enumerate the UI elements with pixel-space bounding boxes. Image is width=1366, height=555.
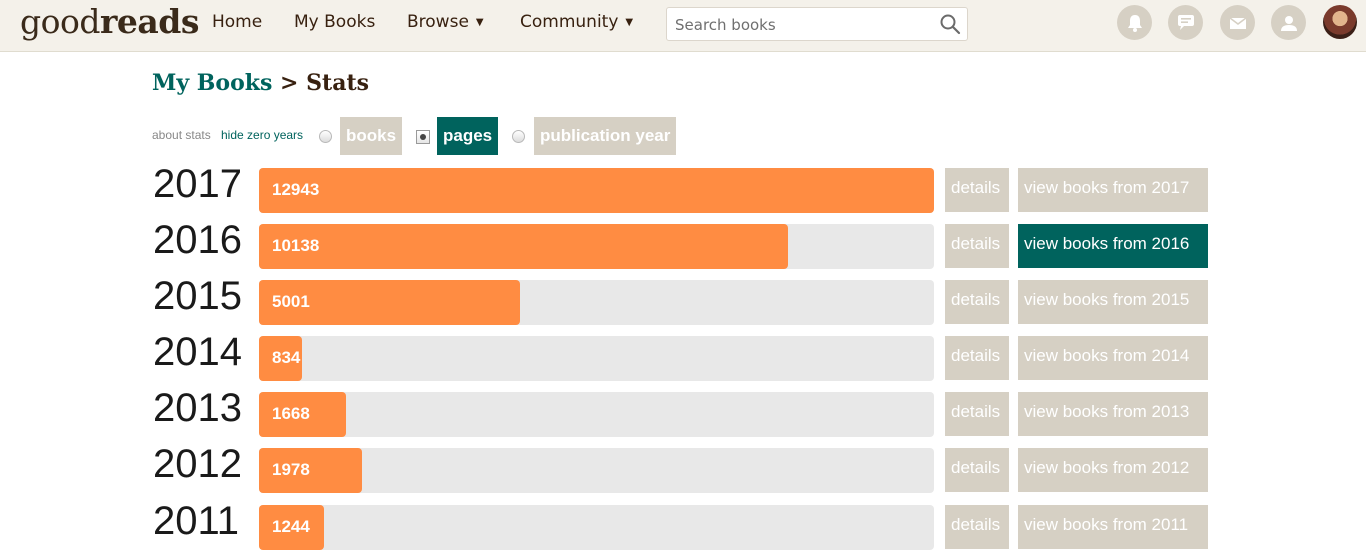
details-button[interactable]: details (945, 336, 1009, 380)
stats-row-2011: 2011 1244 details view books from 2011 (0, 499, 1366, 551)
search-icon[interactable] (939, 13, 961, 35)
page-title: Stats (306, 70, 370, 96)
user-avatar[interactable] (1323, 5, 1357, 39)
pages-bar: 12943 (259, 168, 934, 213)
publication-year-radio[interactable] (512, 130, 525, 143)
caret-down-icon: ▼ (625, 17, 634, 28)
bar-value-label: 1244 (272, 517, 310, 536)
logo-part-good: good (20, 2, 100, 41)
search-input[interactable] (675, 12, 935, 37)
pages-checkbox[interactable] (416, 130, 430, 144)
bar-value-label: 10138 (272, 236, 320, 255)
year-label: 2012 (153, 442, 242, 486)
view-books-button[interactable]: view books from 2013 (1018, 392, 1208, 436)
details-button[interactable]: details (945, 224, 1009, 268)
stats-row-2014: 2014 834 details view books from 2014 (0, 330, 1366, 382)
stats-row-2016: 2016 10138 details view books from 2016 (0, 218, 1366, 270)
details-button[interactable]: details (945, 280, 1009, 324)
pages-bar: 834 (259, 336, 302, 381)
bar-track: 1668 (259, 392, 934, 437)
bar-track: 12943 (259, 168, 934, 213)
year-label: 2013 (153, 386, 242, 430)
tab-publication-year[interactable]: publication year (534, 117, 677, 155)
pages-bar: 5001 (259, 280, 520, 325)
tab-pages[interactable]: pages (437, 117, 499, 155)
pages-bar: 1668 (259, 392, 346, 437)
view-books-button[interactable]: view books from 2014 (1018, 336, 1208, 380)
view-books-button[interactable]: view books from 2012 (1018, 448, 1208, 492)
view-books-button[interactable]: view books from 2011 (1018, 505, 1208, 549)
books-radio[interactable] (319, 130, 332, 143)
year-label: 2014 (153, 330, 242, 374)
logo-part-reads: reads (99, 2, 199, 41)
nav-home[interactable]: Home (212, 12, 263, 32)
bar-track: 834 (259, 336, 934, 381)
about-stats-link[interactable]: about stats (152, 128, 211, 142)
site-header: goodreads Home My Books Browse ▼ Communit… (0, 0, 1366, 52)
bar-value-label: 5001 (272, 292, 310, 311)
bar-value-label: 1668 (272, 404, 310, 423)
bar-value-label: 1978 (272, 460, 310, 479)
stats-row-2012: 2012 1978 details view books from 2012 (0, 442, 1366, 494)
breadcrumb-separator: > (280, 70, 299, 96)
details-button[interactable]: details (945, 505, 1009, 549)
notifications-bell-icon[interactable] (1117, 5, 1152, 40)
pages-bar: 1244 (259, 505, 324, 550)
messages-mail-icon[interactable] (1220, 5, 1255, 40)
nav-community[interactable]: Community ▼ (520, 12, 633, 32)
tab-books[interactable]: books (340, 117, 403, 155)
breadcrumb: My Books > Stats (152, 70, 369, 96)
friends-person-icon[interactable] (1271, 5, 1306, 40)
stats-row-2015: 2015 5001 details view books from 2015 (0, 274, 1366, 326)
bar-track: 5001 (259, 280, 934, 325)
hide-zero-years-link[interactable]: hide zero years (221, 128, 304, 142)
bar-track: 10138 (259, 224, 934, 269)
nav-browse[interactable]: Browse ▼ (407, 12, 484, 32)
stats-row-2013: 2013 1668 details view books from 2013 (0, 386, 1366, 438)
chat-icon (1177, 14, 1194, 30)
year-label: 2011 (153, 499, 240, 543)
view-books-button[interactable]: view books from 2015 (1018, 280, 1208, 324)
goodreads-logo[interactable]: goodreads (20, 2, 199, 41)
nav-browse-label: Browse (407, 12, 469, 32)
year-label: 2016 (153, 218, 242, 262)
view-books-button[interactable]: view books from 2016 (1018, 224, 1208, 268)
caret-down-icon: ▼ (475, 17, 484, 28)
stats-row-2017: 2017 12943 details view books from 2017 (0, 162, 1366, 214)
pages-bar: 1978 (259, 448, 362, 493)
breadcrumb-my-books-link[interactable]: My Books (152, 70, 273, 96)
bar-value-label: 834 (272, 348, 301, 367)
discussions-chat-icon[interactable] (1168, 5, 1203, 40)
details-button[interactable]: details (945, 448, 1009, 492)
search-bar (666, 7, 968, 41)
year-label: 2017 (153, 162, 242, 206)
details-button[interactable]: details (945, 392, 1009, 436)
person-icon (1280, 15, 1297, 31)
view-books-button[interactable]: view books from 2017 (1018, 168, 1208, 212)
mail-icon (1229, 16, 1246, 29)
year-label: 2015 (153, 274, 242, 318)
nav-my-books[interactable]: My Books (294, 12, 376, 32)
bar-track: 1978 (259, 448, 934, 493)
bar-track: 1244 (259, 505, 934, 550)
pages-bar: 10138 (259, 224, 788, 269)
nav-community-label: Community (520, 12, 619, 32)
details-button[interactable]: details (945, 168, 1009, 212)
bar-value-label: 12943 (272, 180, 320, 199)
bell-icon (1127, 14, 1142, 32)
